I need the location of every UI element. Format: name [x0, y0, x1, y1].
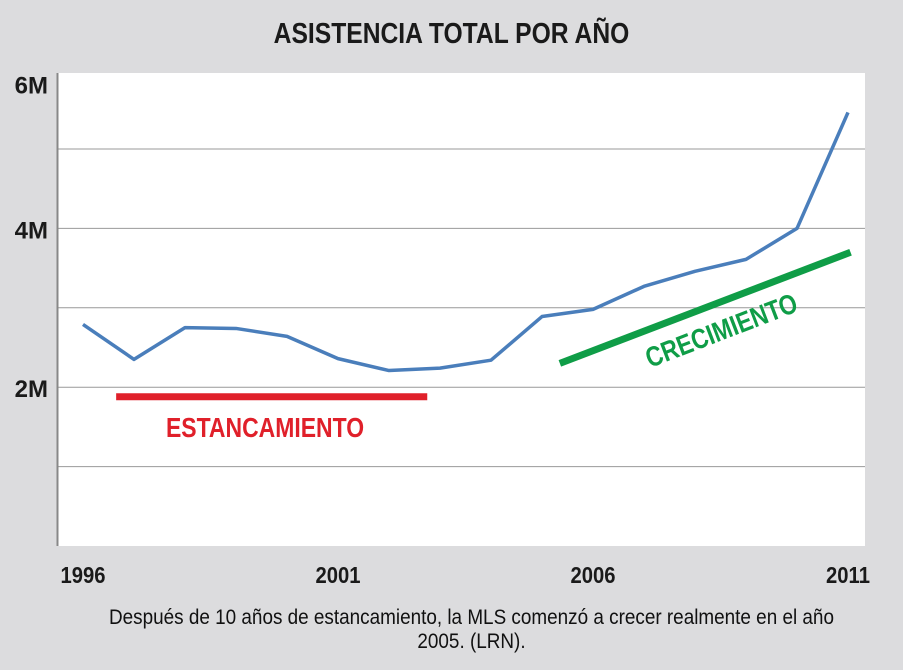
- y-tick-label: 6M: [15, 73, 48, 100]
- x-tick-label: 2001: [315, 562, 360, 589]
- y-tick-label: 2M: [15, 376, 48, 403]
- x-tick-label: 2006: [570, 562, 615, 589]
- x-tick-label: 2011: [826, 562, 870, 589]
- chart-title: ASISTENCIA TOTAL POR AÑO: [273, 18, 630, 50]
- chart-caption: Después de 10 años de estancamiento, la …: [109, 606, 834, 653]
- y-tick-label: 4M: [15, 217, 48, 244]
- growth-line: [558, 248, 852, 367]
- plot-area: [57, 73, 865, 546]
- stagnation-label: ESTANCAMIENTO: [166, 413, 364, 444]
- x-tick-label: 1996: [60, 562, 105, 589]
- attendance-line: [82, 111, 850, 373]
